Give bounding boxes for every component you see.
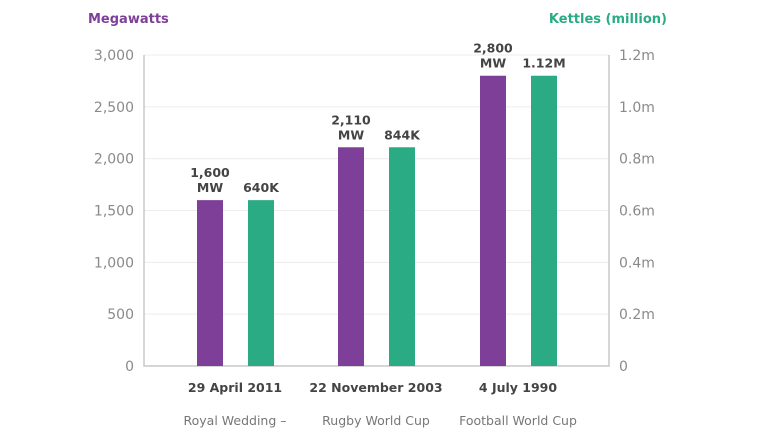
right-tick-label: 0.8m [619,152,655,168]
bar-megawatts-2 [480,75,506,366]
left-tick-label: 1,000 [94,255,134,271]
data-label: 844K [384,127,421,142]
data-label: 1,600 [190,165,230,180]
left-tick-label: 2,000 [94,152,134,168]
left-tick-label: 2,500 [94,100,134,116]
x-category-label: 29 April 2011 [188,380,282,395]
data-label: 640K [243,180,280,195]
left-tick-label: 1,500 [94,204,134,220]
right-tick-label: 1.0m [619,100,655,116]
data-label: 1.12M [522,56,565,71]
data-label: 2,110 [331,112,371,127]
bar-megawatts-0 [197,200,223,366]
bar-kettles-million--0 [248,200,274,366]
data-label: 2,800 [473,41,513,56]
data-label: MW [197,180,223,195]
right-tick-label: 0 [619,359,628,375]
left-tick-label: 3,000 [94,48,134,64]
right-tick-label: 1.2m [619,48,655,64]
data-label: MW [338,127,364,142]
left-tick-label: 0 [125,359,134,375]
right-tick-label: 0.2m [619,307,655,323]
data-label: MW [480,56,506,71]
right-tick-label: 0.4m [619,255,655,271]
bar-kettles-million--2 [531,75,557,366]
left-axis-title: Megawatts [88,12,169,27]
x-category-label: 4 July 1990 [479,380,557,395]
x-subcategory-label: Rugby World Cup [322,413,430,428]
x-subcategory-label: Royal Wedding – [183,413,286,428]
axis-frame [143,55,610,367]
bar-kettles-million--1 [389,147,415,366]
right-axis-title: Kettles (million) [549,12,667,27]
left-tick-label: 500 [107,307,134,323]
bar-megawatts-1 [338,147,364,366]
x-category-label: 22 November 2003 [309,380,442,395]
x-subcategory-label: Football World Cup [459,413,577,428]
right-tick-label: 0.6m [619,204,655,220]
